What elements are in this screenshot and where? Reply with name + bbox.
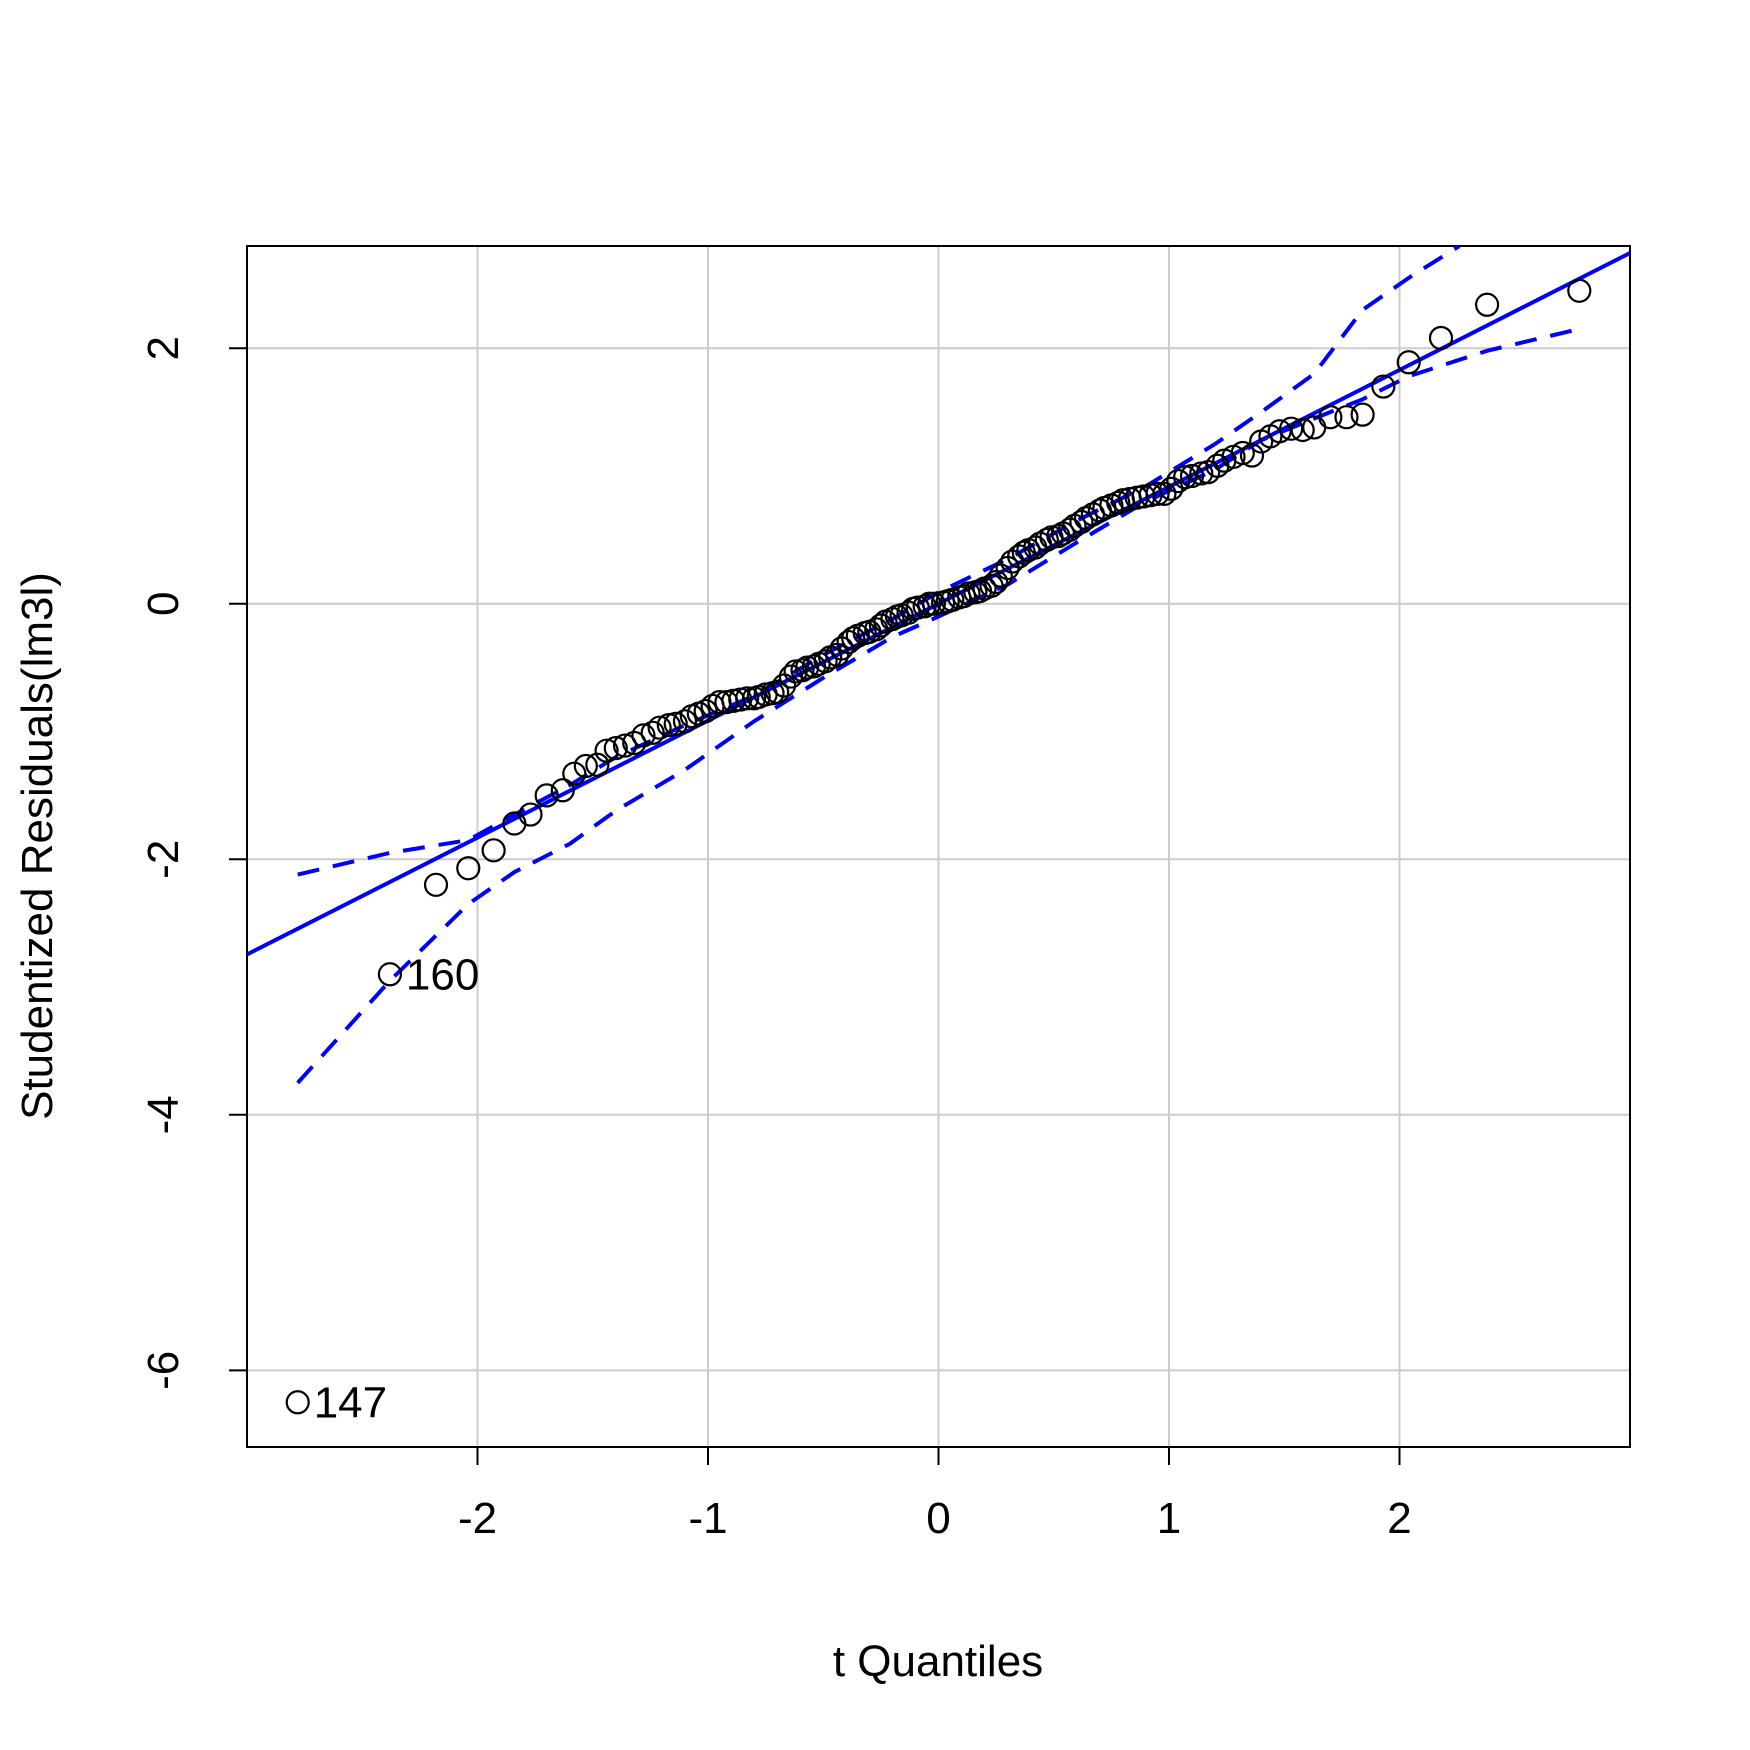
data-point [573,753,598,779]
data-point [594,738,619,763]
data-point [612,733,638,758]
data-point [951,583,976,609]
y-tick-label: 2 [139,336,188,360]
outlier-label: 160 [406,950,479,999]
data-points [285,278,1592,1415]
outlier-label: 147 [314,1378,387,1427]
data-point [1267,419,1292,444]
x-tick-label: -2 [458,1494,497,1543]
y-tick-label: -2 [139,840,188,879]
data-point [1152,481,1177,506]
data-point [790,658,815,683]
data-point [456,856,481,881]
data-point [912,594,937,619]
data-point [1350,402,1375,427]
data-point [765,679,790,705]
data-point [1474,292,1500,317]
y-axis-title: Studentized Residuals(lm3l) [13,572,62,1120]
x-tick-label: 2 [1387,1494,1411,1543]
data-point [423,872,449,897]
data-point [1371,374,1396,399]
data-point [1279,416,1304,441]
data-point [481,838,506,863]
data-point [921,591,946,616]
data-point [622,730,647,756]
data-point [1145,481,1170,506]
data-point [1428,325,1454,351]
data-point [1567,278,1592,303]
data-point [841,626,866,651]
x-axis: -2 -1 0 1 2 [458,1447,1412,1543]
data-point [813,649,838,674]
data-point [377,962,403,987]
data-point [1239,443,1265,468]
data-point [647,715,672,740]
data-point [672,709,698,734]
data-point [1290,417,1315,443]
data-point [1179,463,1205,489]
data-point [631,723,656,748]
x-axis-title: t Quantiles [833,1637,1043,1686]
data-point [550,778,575,803]
data-point [603,736,628,761]
y-tick-label: -4 [139,1095,188,1134]
grid-lines [247,246,1630,1447]
point-labels: 147 160 [314,950,480,1427]
x-tick-label: -1 [688,1494,727,1543]
data-point [285,1390,310,1415]
confidence-envelope-lower [296,327,1580,1085]
y-axis: -6 -4 -2 0 2 [139,336,247,1390]
data-point [1106,490,1131,515]
y-tick-label: 0 [139,592,188,616]
data-point [1334,405,1359,430]
data-point [1396,350,1421,375]
data-point [735,686,760,711]
x-tick-label: 0 [926,1494,950,1543]
data-point [693,698,718,724]
data-point [1230,440,1255,466]
data-point [585,752,610,777]
data-point [534,783,559,808]
data-point [1034,527,1059,552]
data-point [640,720,665,745]
data-point [663,711,688,736]
data-point [1318,405,1343,430]
x-tick-label: 1 [1157,1494,1181,1543]
data-point [518,802,543,827]
confidence-envelope-upper [297,246,1461,877]
y-tick-label: -6 [139,1351,188,1390]
